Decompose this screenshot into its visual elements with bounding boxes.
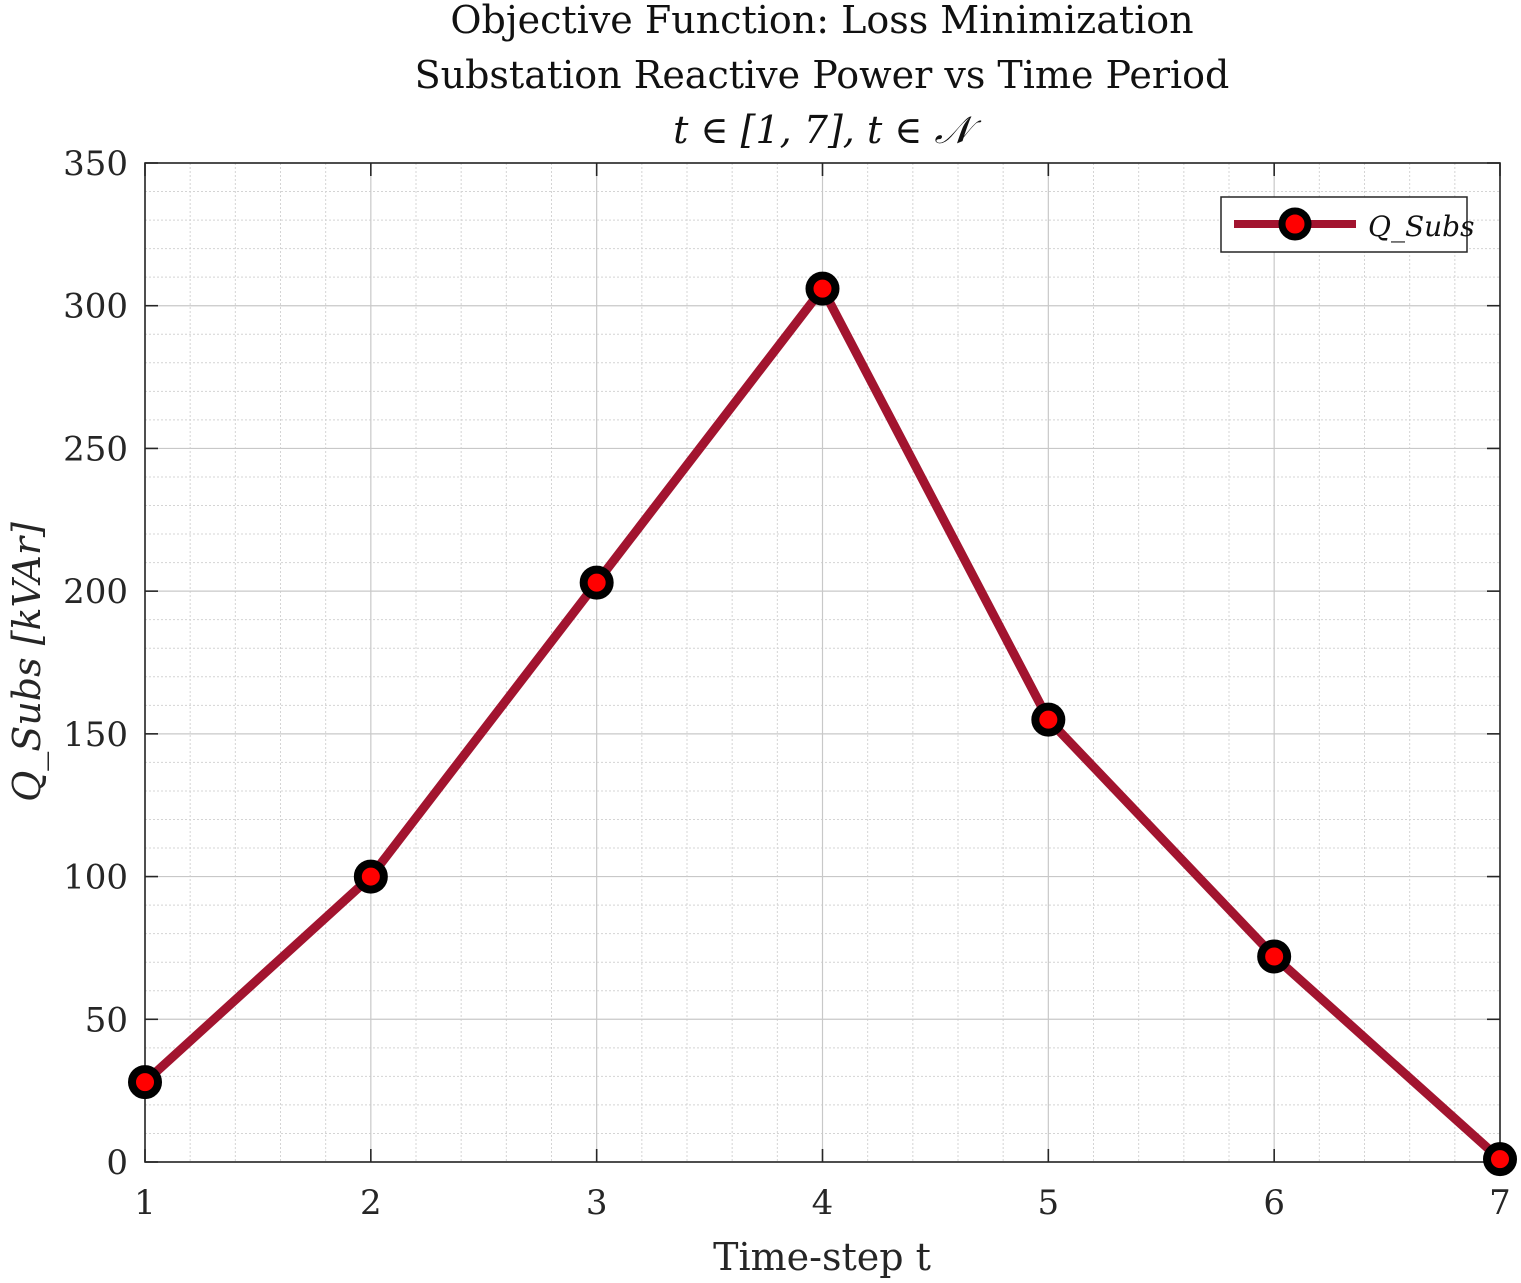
data-point-marker <box>579 565 614 600</box>
y-tick-label: 50 <box>85 1000 128 1040</box>
x-tick-label: 2 <box>360 1183 382 1223</box>
y-tick-label: 150 <box>63 715 128 755</box>
data-point-marker <box>1031 702 1066 737</box>
data-point-marker <box>805 271 840 306</box>
x-axis-label: Time-step t <box>713 1235 931 1279</box>
axes <box>144 162 1501 1163</box>
x-tick-label: 1 <box>134 1183 156 1223</box>
data-point-marker <box>1257 939 1292 974</box>
series <box>128 271 1517 1177</box>
data-point-marker <box>128 1065 162 1100</box>
y-axis-label: Q_Subs [kVAr] <box>5 522 50 802</box>
chart-title-line-1: Objective Function: Loss Minimization <box>450 0 1193 42</box>
data-point-marker <box>353 859 388 894</box>
legend-marker-swatch <box>1278 207 1312 241</box>
y-tick-label: 200 <box>63 572 128 612</box>
y-tick-label: 250 <box>63 429 128 469</box>
x-tick-label: 3 <box>586 1183 608 1223</box>
chart-title-line-2: Substation Reactive Power vs Time Period <box>415 53 1230 97</box>
legend: Q_Subs <box>1220 196 1474 253</box>
data-point-marker <box>1483 1142 1517 1177</box>
x-tick-label: 6 <box>1263 1183 1285 1223</box>
y-tick-label: 100 <box>63 858 128 898</box>
chart-title-line-3: t ∈ [1, 7], t ∈ 𝒩 <box>673 108 982 152</box>
legend-entry-label: Q_Subs <box>1368 210 1474 243</box>
y-tick-label: 300 <box>63 287 128 327</box>
x-tick-label: 5 <box>1038 1183 1060 1223</box>
x-tick-label: 4 <box>812 1183 834 1223</box>
y-tick-label: 0 <box>106 1143 128 1183</box>
tick-labels: 1 2 3 4 5 6 7 0 50 100 150 200 250 300 350 <box>63 144 1511 1223</box>
y-tick-label: 350 <box>63 144 128 184</box>
x-tick-label: 7 <box>1489 1183 1511 1223</box>
